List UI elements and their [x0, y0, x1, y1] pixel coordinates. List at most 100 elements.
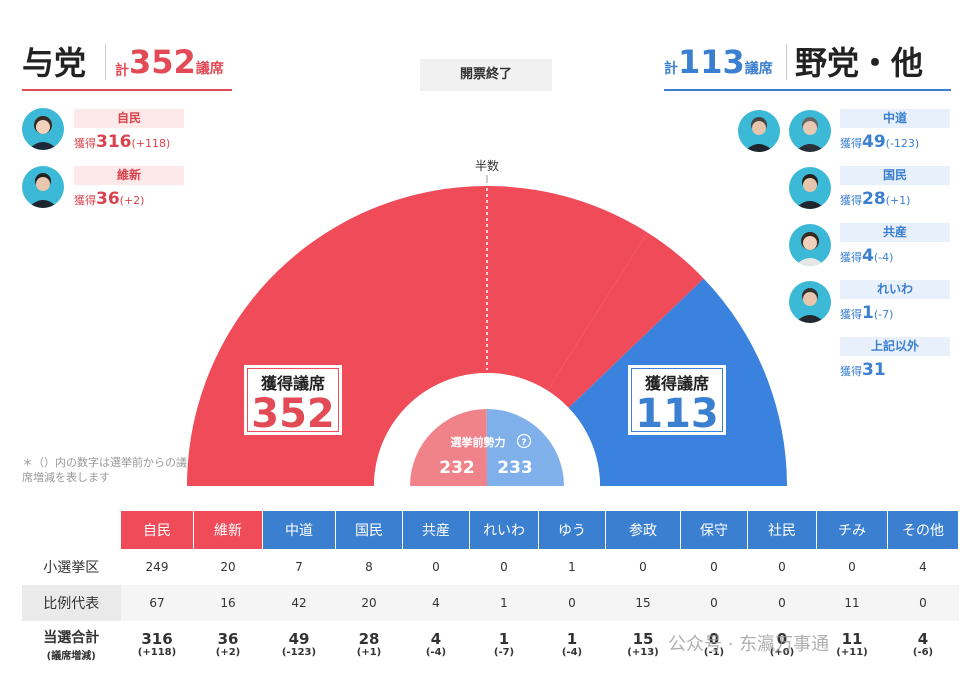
total-value: 0	[708, 629, 720, 648]
total-change: (-1)	[703, 646, 725, 658]
total-change: (-4)	[425, 646, 447, 658]
party-won-kyosan: 獲得4(-4)	[840, 246, 894, 266]
table-cell: 42	[262, 585, 336, 621]
avatar-ishin-leader	[22, 166, 64, 208]
table-cell: 0	[887, 585, 959, 621]
party-label-kyosan: 共産	[840, 223, 950, 242]
total-cell: 0 (-1)	[680, 621, 748, 667]
avatar-chudo-leader-2	[789, 110, 831, 152]
help-icon-glyph: ?	[521, 438, 526, 448]
column-header: 保守	[680, 511, 748, 549]
person-icon	[744, 117, 774, 152]
total-unit: 議席	[195, 61, 224, 77]
seats-box-label: 獲得議席	[644, 374, 709, 393]
avatar-jimin-leader	[22, 108, 64, 150]
table-cell: 20	[193, 549, 263, 585]
total-prefix: 計	[115, 63, 129, 79]
avatar-chudo-leader-1	[738, 110, 780, 152]
avatar-reiwa-leader	[789, 281, 831, 323]
total-change: (+0)	[769, 646, 795, 658]
pre-election-label: 選挙前勢力	[451, 435, 506, 449]
total-value: 15	[632, 629, 654, 648]
person-icon	[795, 288, 825, 323]
hemicycle-seat-chart: 半数 選挙前勢力 ? 232 233	[187, 158, 788, 486]
table-cell: 8	[335, 549, 403, 585]
opposition-seats-value: 113	[635, 391, 719, 437]
party-label-ishin: 維新	[74, 166, 184, 185]
total-value: 316	[141, 629, 173, 648]
party-won-chudo: 獲得49(-123)	[840, 132, 920, 152]
total-change: (-123)	[281, 646, 317, 658]
table-cell: 0	[747, 585, 817, 621]
total-change: (+118)	[137, 646, 177, 658]
opposition-underline	[664, 89, 951, 91]
person-icon	[795, 232, 825, 266]
column-header: 共産	[402, 511, 470, 549]
total-change: (-7)	[493, 646, 515, 658]
person-icon	[28, 116, 58, 150]
column-header: 国民	[335, 511, 403, 549]
column-header: 参政	[605, 511, 681, 549]
column-header: 自民	[120, 511, 194, 549]
column-header: その他	[887, 511, 959, 549]
party-label-reiwa: れいわ	[840, 280, 950, 299]
column-header: ゆう	[538, 511, 606, 549]
row-label: 小選挙区	[22, 549, 121, 585]
total-label: 当選合計	[43, 629, 100, 646]
column-header: 社民	[747, 511, 817, 549]
total-cell: 28 (+1)	[335, 621, 403, 667]
party-won-jimin: 獲得316(+118)	[74, 132, 171, 152]
party-won-ishin: 獲得36(+2)	[74, 189, 145, 209]
table-row: 比例代表 67 16 42 20 4 1 0 15 0 0 11 0	[22, 585, 959, 621]
seats-box-label: 獲得議席	[260, 374, 325, 393]
table-cell: 0	[402, 549, 470, 585]
column-header: 維新	[193, 511, 263, 549]
table-cell: 0	[469, 549, 539, 585]
table-cell: 67	[120, 585, 194, 621]
pre-election-right-value: 233	[497, 458, 533, 478]
total-value: 11	[841, 629, 863, 648]
total-cell: 4 (-6)	[887, 621, 959, 667]
table-cell: 4	[402, 585, 470, 621]
table-cell: 1	[538, 549, 606, 585]
total-value: 49	[288, 629, 310, 648]
row-label: 比例代表	[22, 585, 121, 621]
ruling-bloc-title: 与党	[22, 44, 87, 82]
table-cell: 1	[469, 585, 539, 621]
total-cell: 15 (+13)	[605, 621, 681, 667]
column-header: れいわ	[469, 511, 539, 549]
ruling-seats-box: 獲得議席 352	[242, 363, 344, 437]
total-cell: 0 (+0)	[747, 621, 817, 667]
total-value: 28	[358, 629, 380, 648]
total-prefix: 計	[664, 61, 678, 77]
party-label-jimin: 自民	[74, 109, 184, 128]
avatar-kokumin-leader	[789, 167, 831, 209]
party-label-kokumin: 国民	[840, 166, 950, 185]
total-cell: 1 (-7)	[469, 621, 539, 667]
total-value: 1	[498, 629, 510, 648]
column-header: 中道	[262, 511, 336, 549]
total-cell: 316 (+118)	[120, 621, 194, 667]
total-value: 4	[917, 629, 929, 648]
help-icon[interactable]	[516, 433, 532, 449]
divider	[105, 44, 106, 80]
total-value: 4	[430, 629, 442, 648]
table-cell: 0	[816, 549, 888, 585]
table-row: 小選挙区 249 20 7 8 0 0 1 0 0 0 0 4	[22, 549, 959, 585]
table-cell: 7	[262, 549, 336, 585]
party-won-others: 獲得31	[840, 360, 886, 380]
total-value: 1	[566, 629, 578, 648]
table-cell: 0	[538, 585, 606, 621]
total-value: 0	[776, 629, 788, 648]
total-value: 36	[217, 629, 239, 648]
table-cell: 0	[605, 549, 681, 585]
total-cell: 49 (-123)	[262, 621, 336, 667]
opposition-total-seats: 113	[678, 43, 745, 81]
total-change: (+11)	[836, 646, 868, 658]
seat-slice	[547, 232, 704, 408]
table-cell: 4	[887, 549, 959, 585]
opposition-seats-box: 獲得議席 113	[626, 363, 728, 437]
table-cell: 20	[335, 585, 403, 621]
total-cell: 4 (-4)	[402, 621, 470, 667]
party-label-others: 上記以外	[840, 337, 950, 356]
